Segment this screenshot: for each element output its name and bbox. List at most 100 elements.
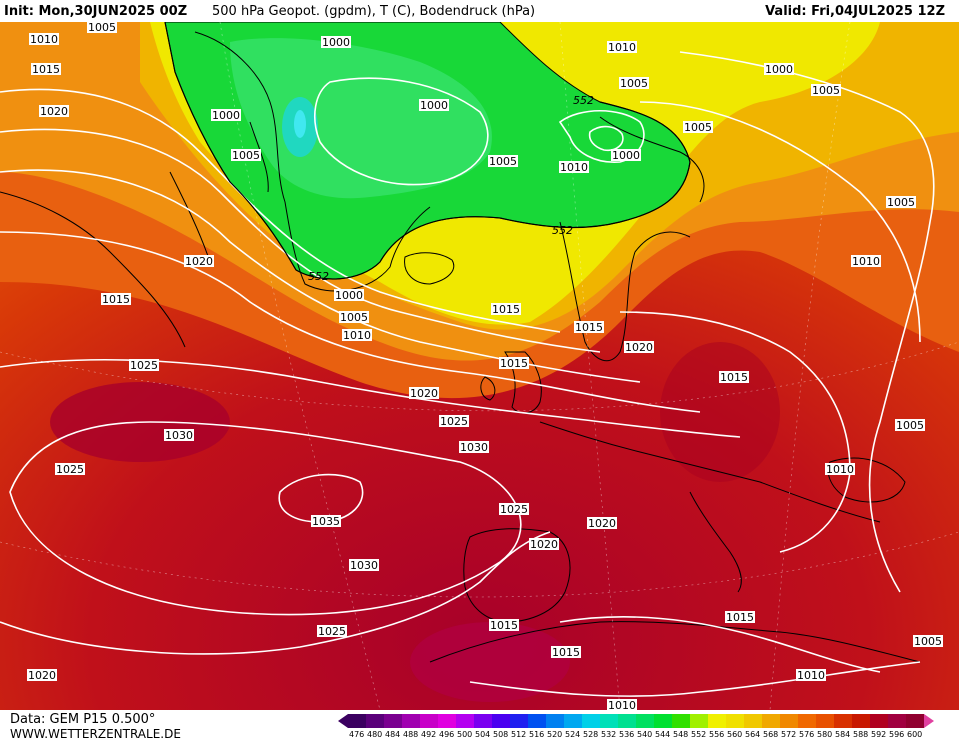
isobar-label: 1000 — [611, 149, 641, 162]
colorbar-tick: 552 — [691, 730, 706, 739]
colorbar-tick: 548 — [673, 730, 688, 739]
svg-text:1020: 1020 — [40, 105, 68, 118]
isobar-label: 1015 — [491, 303, 521, 316]
isobar-label: 1000 — [211, 109, 241, 122]
europe-coast — [539, 421, 881, 523]
svg-text:1020: 1020 — [530, 538, 558, 551]
colorbar-cell — [762, 714, 780, 728]
colorbar-tick: 520 — [547, 730, 562, 739]
svg-text:1020: 1020 — [410, 387, 438, 400]
map-header: Init: Mon,30JUN2025 00Z 500 hPa Geopot. … — [0, 0, 959, 22]
isobar-label: 1000 — [321, 36, 351, 49]
svg-text:1005: 1005 — [896, 419, 924, 432]
svg-text:1015: 1015 — [490, 619, 518, 632]
colorbar-cell — [744, 714, 762, 728]
isobar-label: 1015 — [574, 321, 604, 334]
svg-text:1020: 1020 — [625, 341, 653, 354]
isobar-label: 1010 — [559, 161, 589, 174]
colorbar-cell — [834, 714, 852, 728]
isobar-label: 1015 — [551, 646, 581, 659]
svg-text:1020: 1020 — [185, 255, 213, 268]
svg-text:1020: 1020 — [588, 517, 616, 530]
svg-text:1005: 1005 — [812, 84, 840, 97]
isobar-label: 1000 — [334, 289, 364, 302]
svg-text:1015: 1015 — [575, 321, 603, 334]
svg-text:1030: 1030 — [460, 441, 488, 454]
contour-labels: 552 552 552 — [308, 94, 594, 283]
colorbar-cell — [690, 714, 708, 728]
svg-text:1015: 1015 — [552, 646, 580, 659]
init-time: Init: Mon,30JUN2025 00Z — [4, 3, 188, 19]
map-footer: Data: GEM P15 0.500° WWW.WETTERZENTRALE.… — [0, 710, 959, 741]
isobar-label: 1015 — [489, 619, 519, 632]
colorbar-tick: 564 — [745, 730, 760, 739]
colorbar-tick: 560 — [727, 730, 742, 739]
svg-text:1005: 1005 — [887, 196, 915, 209]
svg-text:1000: 1000 — [212, 109, 240, 122]
isobar-label: 1005 — [811, 84, 841, 97]
svg-text:1000: 1000 — [335, 289, 363, 302]
isobar-label: 1025 — [55, 463, 85, 476]
isobar-label: 1020 — [587, 517, 617, 530]
colorbar-cell — [726, 714, 744, 728]
svg-text:1010: 1010 — [826, 463, 854, 476]
svg-text:1000: 1000 — [420, 99, 448, 112]
colorbar-tick: 580 — [817, 730, 832, 739]
colorbar-cell — [618, 714, 636, 728]
isobar-label: 1005 — [895, 419, 925, 432]
colorbar-tick: 504 — [475, 730, 490, 739]
isobar-label: 1020 — [529, 538, 559, 551]
colorbar-cell — [708, 714, 726, 728]
isobar-label: 1015 — [725, 611, 755, 624]
cold-pool-inner — [230, 38, 492, 199]
isobar-label: 1025 — [499, 503, 529, 516]
cold-core-center — [294, 110, 306, 138]
warm-core-europe — [660, 342, 780, 482]
svg-text:1005: 1005 — [232, 149, 260, 162]
isobar-label: 1030 — [349, 559, 379, 572]
colorbar-tick: 476 — [349, 730, 364, 739]
svg-text:1010: 1010 — [797, 669, 825, 682]
colorbar-tick: 524 — [565, 730, 580, 739]
colorbar-cell — [564, 714, 582, 728]
geopotential-map-svg: 1005 1010 1015 1020 1000 1005 1020 1015 1000 1005… — [0, 22, 959, 710]
svg-text:1015: 1015 — [500, 357, 528, 370]
svg-text:1015: 1015 — [720, 371, 748, 384]
colorbar-cell — [456, 714, 474, 728]
svg-text:1010: 1010 — [608, 699, 636, 710]
isobar-label: 1005 — [683, 121, 713, 134]
svg-text:1000: 1000 — [612, 149, 640, 162]
svg-text:1015: 1015 — [32, 63, 60, 76]
svg-text:1030: 1030 — [350, 559, 378, 572]
colorbar-tick: 496 — [439, 730, 454, 739]
colorbar-cell — [906, 714, 924, 728]
svg-text:1030: 1030 — [165, 429, 193, 442]
valid-time: Valid: Fri,04JUL2025 12Z — [765, 3, 945, 19]
colorbar-cell — [348, 714, 366, 728]
isobar-label: 1030 — [459, 441, 489, 454]
colorbar: 476 480 484 488 492 496 500 504 508 512 516 520 524 5… — [338, 714, 934, 739]
isobar-label: 1005 — [87, 22, 117, 34]
colorbar-cell — [636, 714, 654, 728]
svg-text:1010: 1010 — [560, 161, 588, 174]
isobar-label: 1010 — [825, 463, 855, 476]
colorbar-cell — [546, 714, 564, 728]
colorbar-tick: 488 — [403, 730, 418, 739]
svg-text:1000: 1000 — [322, 36, 350, 49]
isobar-label: 1015 — [101, 293, 131, 306]
isobar-label: 1035 — [311, 515, 341, 528]
black-sea-coast — [827, 457, 906, 503]
colorbar-arrow-right — [924, 714, 934, 728]
colorbar-tick: 540 — [637, 730, 652, 739]
isobar-label: 1000 — [419, 99, 449, 112]
svg-text:1005: 1005 — [684, 121, 712, 134]
colorbar-tick: 500 — [457, 730, 472, 739]
colorbar-tick: 572 — [781, 730, 796, 739]
colorbar-tick: 544 — [655, 730, 670, 739]
isobar-label: 1010 — [607, 699, 637, 710]
isobar-label: 1015 — [499, 357, 529, 370]
isobar-label: 1005 — [913, 635, 943, 648]
isobar-label: 1025 — [317, 625, 347, 638]
isobar-label: 1025 — [439, 415, 469, 428]
colorbar-cell — [420, 714, 438, 728]
